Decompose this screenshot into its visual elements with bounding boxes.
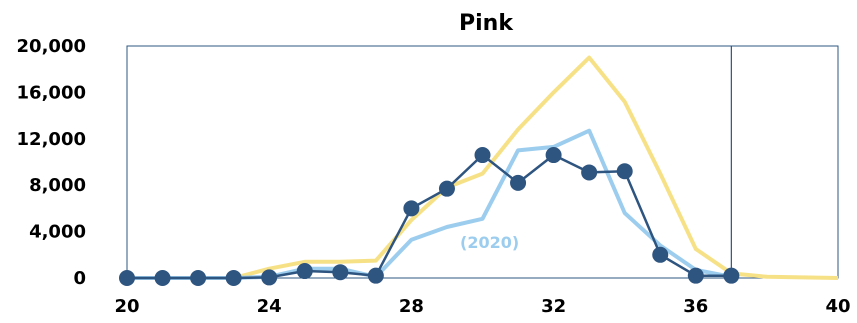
annotation-layer: (2020)	[460, 233, 519, 252]
data-point-marker	[367, 267, 384, 284]
y-tick-label: 4,000	[29, 222, 86, 243]
x-tick-label: 28	[399, 296, 424, 317]
data-point-marker	[652, 246, 669, 263]
axes: 0 4,000 8,000 12,000 16,000 20,000 20 24 28 32 36 4…	[17, 36, 851, 317]
series-line-1	[127, 55, 839, 280]
y-tick-label: 0	[73, 268, 86, 289]
plot-area-frame	[126, 45, 839, 279]
y-tick-label: 12,000	[17, 129, 86, 150]
x-tick-label: 32	[541, 296, 566, 317]
data-point-marker	[510, 174, 527, 191]
y-tick-label: 16,000	[17, 82, 86, 103]
data-point-marker	[154, 270, 171, 286]
y-tick-label: 20,000	[17, 36, 86, 57]
data-point-marker	[687, 267, 704, 284]
data-point-marker	[581, 164, 598, 181]
chart-title: Pink	[459, 11, 514, 36]
data-point-marker	[403, 200, 420, 217]
x-tick-label: 36	[683, 296, 708, 317]
series-line-3	[127, 153, 732, 280]
data-point-marker	[190, 270, 207, 286]
data-point-marker	[438, 180, 455, 197]
series-layer	[119, 55, 839, 286]
x-tick-label: 24	[257, 296, 282, 317]
data-point-marker	[296, 263, 313, 280]
data-point-marker	[332, 264, 349, 281]
data-point-marker	[225, 270, 242, 286]
data-point-marker	[261, 269, 278, 286]
x-tick-label: 20	[114, 296, 139, 317]
data-point-marker	[616, 163, 633, 180]
data-point-marker	[545, 147, 562, 164]
data-point-marker	[119, 270, 135, 286]
year-annotation: (2020)	[460, 233, 519, 252]
y-tick-label: 8,000	[29, 175, 86, 196]
data-point-marker	[723, 267, 740, 284]
data-point-marker	[474, 147, 491, 164]
x-tick-label: 40	[825, 296, 850, 317]
